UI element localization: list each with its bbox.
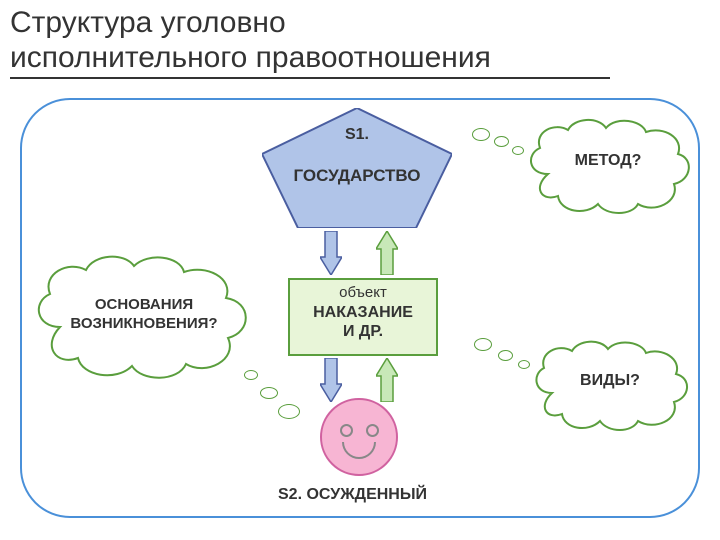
cloud-basis: ОСНОВАНИЯ ВОЗНИКНОВЕНИЯ? [30, 252, 258, 382]
object-text: НАКАЗАНИЕ И ДР. [290, 303, 436, 341]
title-line1: Структура уголовно [10, 6, 286, 39]
pentagon-s1-label: S1. [262, 126, 452, 144]
face-convicted-icon [320, 398, 398, 476]
bubble-icon [278, 404, 300, 419]
page-title: Структура уголовно исполнительного право… [10, 6, 610, 79]
arrow-up-icon [376, 358, 398, 402]
bubble-icon [260, 387, 278, 399]
bubble-icon [518, 360, 530, 369]
bubble-icon [498, 350, 513, 361]
object-label: объект [290, 284, 436, 301]
s2-label: S2. ОСУЖДЕННЫЙ [278, 486, 427, 504]
arrow-down-icon [320, 358, 342, 402]
pentagon-government: S1. ГОСУДАРСТВО [262, 108, 452, 228]
arrow-down-icon [320, 231, 342, 275]
bubble-icon [472, 128, 490, 141]
cloud-method: МЕТОД? [524, 116, 692, 216]
cloud-method-text: МЕТОД? [524, 152, 692, 170]
bubble-icon [474, 338, 492, 351]
cloud-basis-text: ОСНОВАНИЯ ВОЗНИКНОВЕНИЯ? [30, 296, 258, 334]
cloud-types-text: ВИДЫ? [530, 372, 690, 390]
bubble-icon [494, 136, 509, 147]
bubble-icon [244, 370, 258, 380]
arrow-up-icon [376, 231, 398, 275]
pentagon-gov-label: ГОСУДАРСТВО [262, 166, 452, 186]
bubble-icon [512, 146, 524, 155]
cloud-types: ВИДЫ? [530, 338, 690, 433]
title-line2: исполнительного правоотношения [10, 41, 491, 74]
object-box: объект НАКАЗАНИЕ И ДР. [288, 278, 438, 356]
